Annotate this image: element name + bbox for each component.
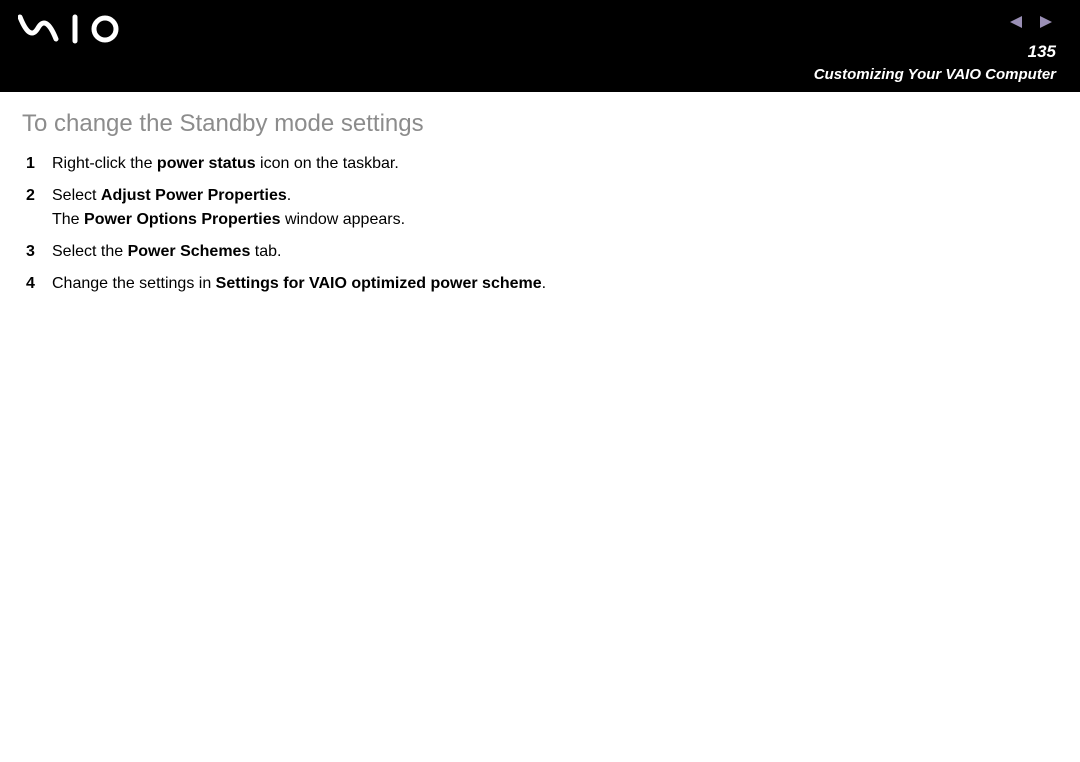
step-text: Select Adjust Power Properties. The Powe…: [52, 184, 1058, 232]
step-text: Change the settings in Settings for VAIO…: [52, 272, 1058, 296]
prev-page-icon[interactable]: [1006, 14, 1026, 35]
next-page-icon[interactable]: [1036, 14, 1056, 35]
page-number: 135: [1028, 42, 1056, 62]
step-item: 3 Select the Power Schemes tab.: [26, 240, 1058, 264]
step-list: 1 Right-click the power status icon on t…: [22, 152, 1058, 296]
step-item: 4 Change the settings in Settings for VA…: [26, 272, 1058, 296]
step-text: Right-click the power status icon on the…: [52, 152, 1058, 176]
page-header: 135 Customizing Your VAIO Computer: [0, 0, 1080, 92]
step-item: 2 Select Adjust Power Properties. The Po…: [26, 184, 1058, 232]
section-label: Customizing Your VAIO Computer: [814, 66, 1056, 83]
vaio-logo: [18, 14, 136, 44]
nav-arrows: [1006, 14, 1056, 35]
step-item: 1 Right-click the power status icon on t…: [26, 152, 1058, 176]
step-number: 4: [26, 272, 52, 296]
step-text: Select the Power Schemes tab.: [52, 240, 1058, 264]
step-number: 2: [26, 184, 52, 208]
page-heading: To change the Standby mode settings: [22, 110, 1058, 138]
step-number: 1: [26, 152, 52, 176]
step-number: 3: [26, 240, 52, 264]
page-content: To change the Standby mode settings 1 Ri…: [0, 92, 1080, 296]
